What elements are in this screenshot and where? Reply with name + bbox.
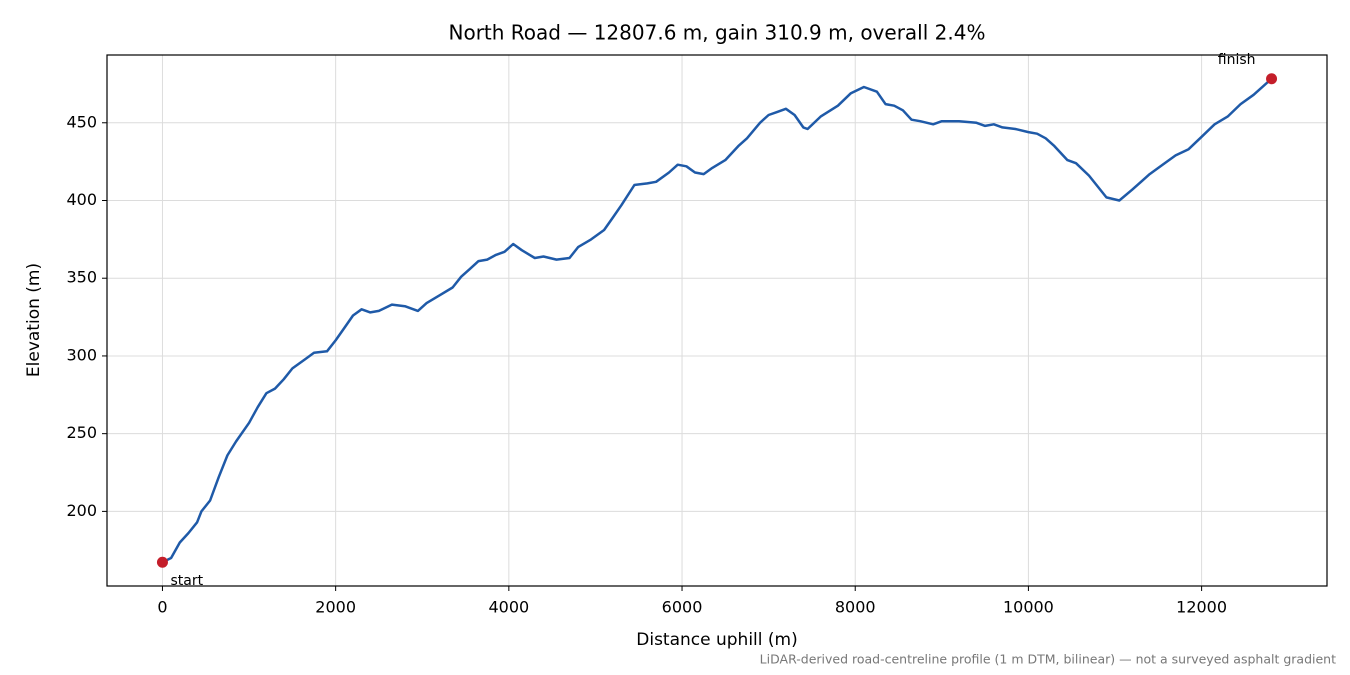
annotation: finish [1218, 52, 1256, 68]
elevation-line [161, 77, 1273, 564]
endpoint-marker [1266, 73, 1278, 85]
footnote: LiDAR-derived road-centreline profile (1… [760, 652, 1336, 667]
y-tick-label: 300 [66, 345, 97, 364]
x-tick-label: 4000 [488, 598, 529, 617]
y-tick-label: 200 [66, 501, 97, 520]
plot-frame [106, 54, 1328, 587]
x-axis-label: Distance uphill (m) [636, 630, 797, 650]
y-tick-label: 450 [66, 112, 97, 131]
x-tick-label: 12000 [1176, 598, 1227, 617]
x-tick-label: 6000 [662, 598, 703, 617]
x-tick-label: 10000 [1003, 598, 1054, 617]
y-axis-label: Elevation (m) [24, 263, 44, 377]
endpoint-marker [156, 556, 168, 568]
annotation: start [170, 573, 203, 589]
chart-title: North Road — 12807.6 m, gain 310.9 m, ov… [449, 21, 986, 45]
y-tick-label: 250 [66, 423, 97, 442]
x-tick-label: 2000 [315, 598, 356, 617]
x-tick-label: 8000 [835, 598, 876, 617]
y-tick-label: 350 [66, 268, 97, 287]
y-tick-label: 400 [66, 190, 97, 209]
x-tick-label: 0 [157, 598, 167, 617]
